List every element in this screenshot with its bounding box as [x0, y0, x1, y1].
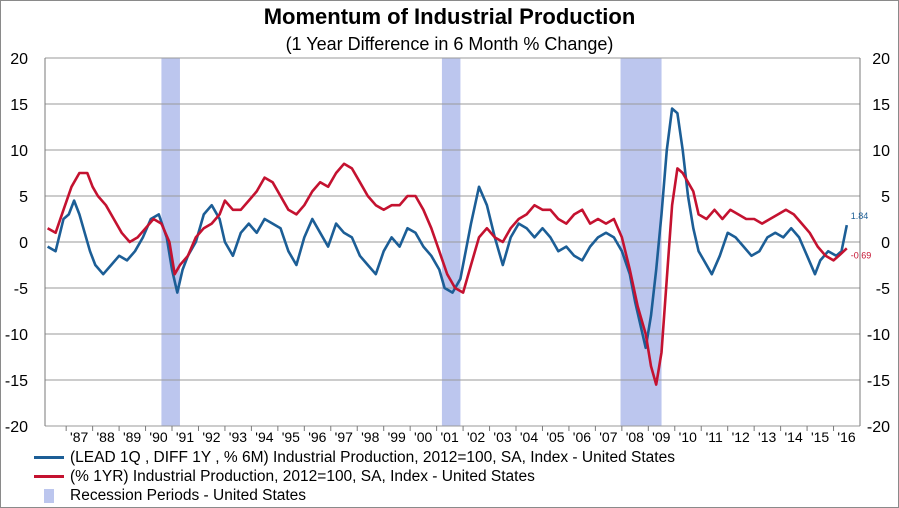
x-tick-label: '07: [599, 429, 617, 445]
series-layer: [46, 107, 849, 386]
y-tick-left: 5: [19, 189, 28, 206]
legend-swatch-recession: [44, 488, 54, 503]
x-tick-label: '08: [626, 429, 644, 445]
x-tick-label: '03: [493, 429, 511, 445]
x-tick-label: '91: [176, 429, 194, 445]
y-tick-left: -15: [5, 373, 28, 390]
y-tick-left: 10: [10, 143, 28, 160]
y-tick-right: -5: [876, 281, 890, 298]
end-value-label-0: 1.84: [851, 211, 869, 221]
x-tick-label: '09: [652, 429, 670, 445]
legend-label-yoy: (% 1YR) Industrial Production, 2012=100,…: [70, 467, 535, 485]
x-tick-label: '95: [282, 429, 300, 445]
y-tick-left: -10: [5, 327, 28, 344]
x-tick-label: '04: [520, 429, 538, 445]
axis-layer: 20 20 15 15 10 10 5 5 0 0 -5 -5 -10 -10 -15 -15 -20 -20 '8…: [5, 51, 890, 445]
x-tick-label: '00: [414, 429, 432, 445]
y-tick-right: 10: [872, 143, 890, 160]
legend-swatch-yoy: [34, 475, 64, 478]
legend-item-recession: Recession Periods - United States: [34, 486, 675, 505]
chart-subtitle: (1 Year Difference in 6 Month % Change): [285, 34, 614, 54]
legend-label-recession: Recession Periods - United States: [70, 486, 307, 504]
x-tick-label: '05: [546, 429, 564, 445]
y-tick-right: 20: [872, 51, 890, 68]
x-tick-label: '10: [679, 429, 697, 445]
y-tick-right: -20: [867, 419, 890, 436]
x-tick-label: '93: [229, 429, 247, 445]
label-layer: 1.84 -0.69: [851, 211, 872, 260]
legend: (LEAD 1Q , DIFF 1Y , % 6M) Industrial Pr…: [34, 448, 675, 505]
y-tick-left: -20: [5, 419, 28, 436]
end-value-label-1: -0.69: [851, 250, 872, 260]
y-tick-left: 20: [10, 51, 28, 68]
x-tick-label: '16: [837, 429, 855, 445]
x-tick-label: '94: [255, 429, 273, 445]
legend-swatch-leading-index: [34, 456, 64, 459]
y-tick-right: 0: [881, 235, 890, 252]
x-tick-label: '96: [308, 429, 326, 445]
x-tick-label: '14: [784, 429, 802, 445]
x-tick-label: '99: [388, 429, 406, 445]
y-tick-right: -15: [867, 373, 890, 390]
y-tick-right: -10: [867, 327, 890, 344]
legend-item-yoy: (% 1YR) Industrial Production, 2012=100,…: [34, 467, 675, 486]
x-tick-label: '11: [706, 429, 723, 445]
series-line-0: [46, 107, 849, 350]
y-tick-right: 5: [881, 189, 890, 206]
legend-label-leading-index: (LEAD 1Q , DIFF 1Y , % 6M) Industrial Pr…: [70, 448, 675, 466]
x-tick-label: '90: [149, 429, 167, 445]
x-tick-label: '06: [573, 429, 591, 445]
y-tick-left: 0: [19, 235, 28, 252]
x-tick-label: '87: [70, 429, 88, 445]
x-tick-label: '98: [361, 429, 379, 445]
x-tick-label: '88: [97, 429, 115, 445]
x-tick-label: '02: [467, 429, 485, 445]
x-tick-label: '97: [335, 429, 353, 445]
x-tick-label: '12: [732, 429, 750, 445]
legend-item-leading-index: (LEAD 1Q , DIFF 1Y , % 6M) Industrial Pr…: [34, 448, 675, 467]
x-tick-label: '01: [440, 429, 458, 445]
x-tick-label: '15: [811, 429, 829, 445]
y-tick-right: 15: [872, 97, 890, 114]
series-line-1: [46, 162, 848, 386]
x-tick-label: '89: [123, 429, 141, 445]
y-tick-left: 15: [10, 97, 28, 114]
grid-layer: [45, 57, 860, 427]
x-tick-label: '13: [758, 429, 776, 445]
x-tick-label: '92: [202, 429, 220, 445]
chart-title: Momentum of Industrial Production: [263, 4, 636, 29]
y-tick-left: -5: [14, 281, 28, 298]
